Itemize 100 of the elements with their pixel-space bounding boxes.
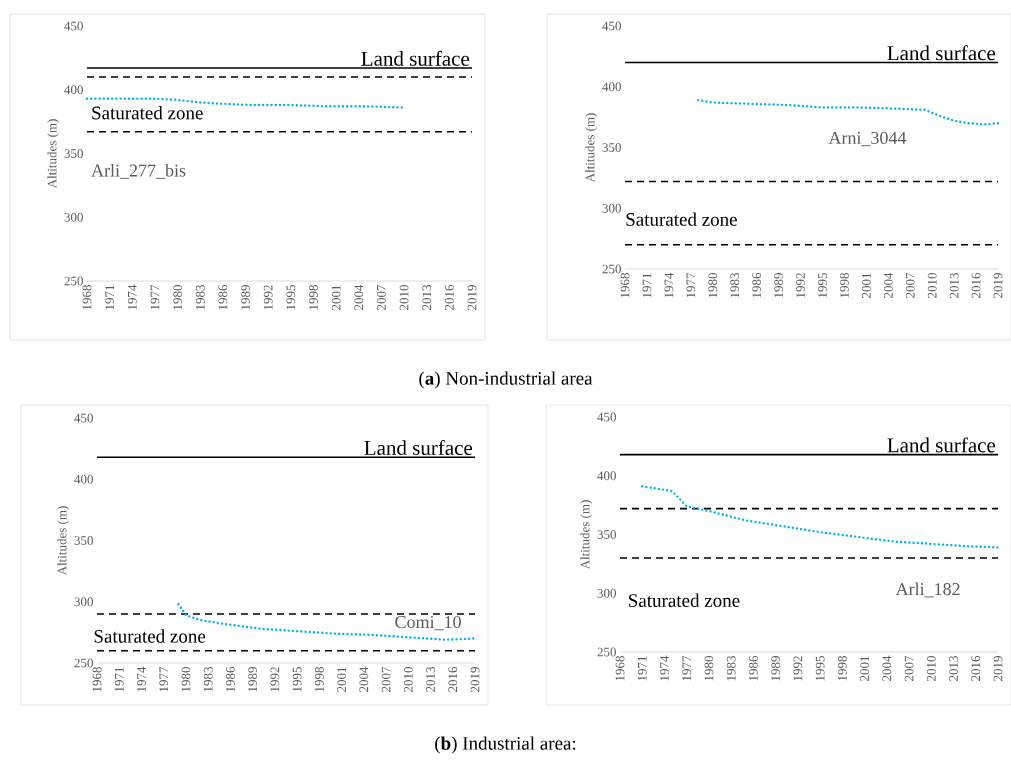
y-tick-label: 450 <box>74 413 93 423</box>
x-tick-label: 1971 <box>114 667 124 692</box>
x-tick-label: 1980 <box>173 285 182 310</box>
y-tick-label: 400 <box>74 474 93 484</box>
x-tick-label: 1974 <box>137 666 146 692</box>
y-tick-label: 450 <box>602 21 621 31</box>
x-tick-label: 1992 <box>270 667 280 692</box>
x-tick-label: 1992 <box>796 273 805 298</box>
x-tick-label: 1986 <box>749 655 758 681</box>
x-tick-label: 1971 <box>105 285 115 310</box>
x-tick-label: 1968 <box>620 273 630 298</box>
x-tick-label: 2013 <box>422 285 432 310</box>
x-tick-label: 1986 <box>218 284 228 310</box>
annotation: Comi_10 <box>395 615 461 631</box>
x-tick-label: 1995 <box>292 667 302 692</box>
x-tick-label: 1980 <box>704 656 714 681</box>
x-tick-label: 1971 <box>637 656 647 681</box>
x-tick-label: 2004 <box>882 655 892 681</box>
x-tick-label: 1998 <box>840 273 849 298</box>
text: (a) Non-industrial area <box>419 371 593 389</box>
x-tick-label: 2019 <box>470 667 480 692</box>
annotation: Arli_182 <box>895 582 960 598</box>
x-tick-label: 2019 <box>993 656 1003 681</box>
x-tick-label: 2016 <box>971 655 981 681</box>
x-tick-label: 1983 <box>195 285 205 310</box>
y-tick-label: 250 <box>64 276 83 286</box>
ref-line-label: Saturated zone <box>626 212 737 226</box>
x-tick-label: 1977 <box>682 655 692 681</box>
y-tick-label: 250 <box>597 647 616 657</box>
x-tick-label: 1998 <box>837 656 847 681</box>
x-tick-label: 2001 <box>861 273 871 298</box>
x-tick-label: 2016 <box>448 666 458 692</box>
x-tick-label: 1998 <box>314 667 324 692</box>
x-tick-label: 1983 <box>726 656 736 681</box>
y-axis-title: Altitudes (m) <box>57 506 70 576</box>
x-tick-label: 2013 <box>949 656 958 681</box>
x-tick-label: 2001 <box>331 285 341 310</box>
x-tick-label: 2010 <box>399 285 409 310</box>
y-tick-label: 300 <box>64 212 83 222</box>
x-tick-label: 1989 <box>248 667 258 692</box>
ref-line-label: Land surface <box>887 437 996 453</box>
x-tick-label: 2007 <box>381 666 391 692</box>
annotation: Arli_277_bis <box>91 163 186 179</box>
text: (b) Industrial area: <box>435 736 576 754</box>
x-tick-label: 1995 <box>818 273 827 298</box>
x-tick-label: 1986 <box>226 666 235 692</box>
x-tick-label: 1980 <box>181 667 191 692</box>
x-tick-label: 1989 <box>241 285 250 310</box>
y-tick-label: 300 <box>602 203 621 213</box>
y-tick-label: 350 <box>602 143 621 152</box>
y-tick-label: 350 <box>597 530 616 539</box>
y-tick-label: 400 <box>64 85 83 95</box>
y-tick-label: 250 <box>74 658 93 668</box>
x-tick-label: 1971 <box>642 273 652 298</box>
x-tick-label: 1968 <box>615 656 625 681</box>
x-tick-label: 1989 <box>774 273 783 298</box>
x-tick-label: 1980 <box>708 273 718 298</box>
y-tick-label: 250 <box>602 264 621 274</box>
x-tick-label: 1992 <box>793 656 803 681</box>
x-tick-label: 2013 <box>949 273 959 298</box>
x-tick-label: 2010 <box>927 273 937 298</box>
y-axis-title: Altitudes (m) <box>585 113 598 183</box>
x-tick-label: 2016 <box>444 284 454 310</box>
x-tick-label: 1989 <box>771 656 781 681</box>
y-axis-title: Altitudes (m) <box>580 500 593 570</box>
x-tick-label: 1983 <box>203 667 213 692</box>
x-tick-label: 2007 <box>905 272 915 298</box>
x-tick-label: 2004 <box>354 284 364 310</box>
x-tick-label: 2010 <box>403 667 413 692</box>
x-tick-label: 1983 <box>730 273 740 298</box>
x-tick-label: 2010 <box>926 656 936 681</box>
x-tick-label: 2004 <box>359 666 369 692</box>
y-tick-label: 450 <box>597 412 616 422</box>
annotation: Arni_3044 <box>828 131 907 147</box>
x-tick-label: 1995 <box>286 285 296 310</box>
ref-line-label: Land surface <box>361 50 470 66</box>
ref-line-label: Saturated zone <box>94 629 206 643</box>
x-tick-label: 1968 <box>92 667 102 692</box>
x-tick-label: 1974 <box>127 284 137 310</box>
x-tick-label: 1998 <box>309 285 318 310</box>
x-tick-label: 1995 <box>815 656 825 681</box>
x-tick-label: 2001 <box>337 667 346 692</box>
y-tick-label: 400 <box>597 471 616 481</box>
x-tick-label: 1968 <box>82 285 92 310</box>
x-tick-label: 2004 <box>883 272 893 298</box>
x-tick-label: 2016 <box>971 272 981 298</box>
y-tick-label: 300 <box>597 588 616 598</box>
x-tick-label: 1992 <box>263 285 273 310</box>
x-tick-label: 2001 <box>860 656 869 681</box>
x-tick-label: 2007 <box>377 284 386 310</box>
ref-line-label: Saturated zone <box>92 106 203 120</box>
x-tick-label: 1986 <box>752 272 762 298</box>
x-tick-label: 1974 <box>660 655 669 681</box>
x-tick-label: 1974 <box>664 272 674 298</box>
x-tick-label: 2007 <box>904 655 914 681</box>
ref-line-label: Saturated zone <box>629 593 740 607</box>
x-tick-label: 2019 <box>993 273 1003 298</box>
y-axis-title: Altitudes (m) <box>47 119 60 189</box>
y-tick-label: 350 <box>74 536 93 545</box>
y-tick-label: 300 <box>74 597 93 607</box>
